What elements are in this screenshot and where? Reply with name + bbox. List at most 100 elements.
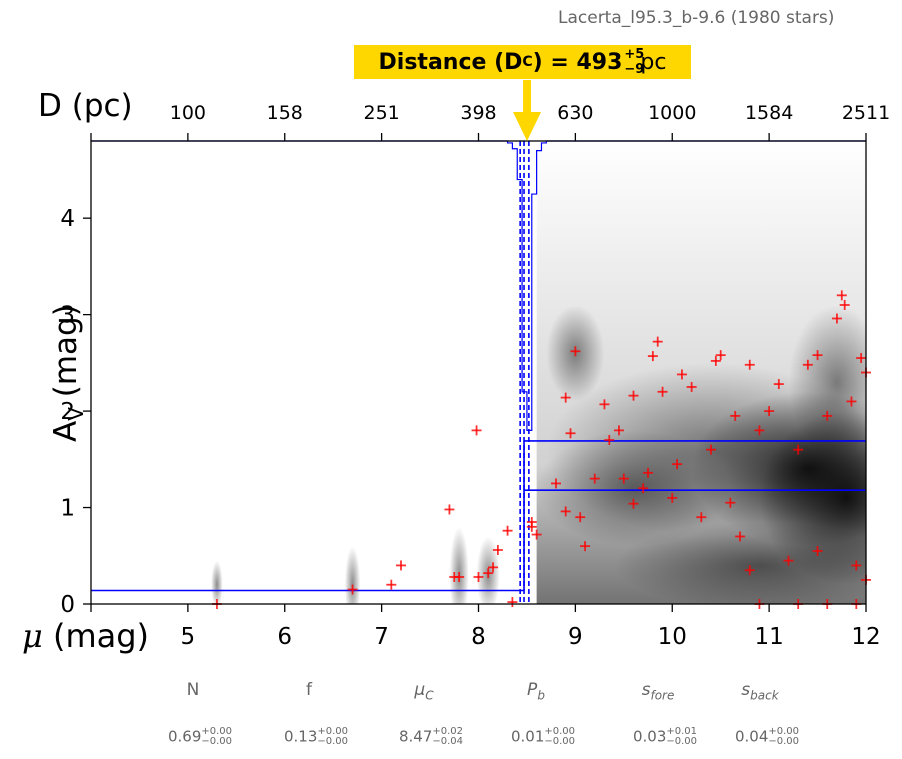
data-point bbox=[589, 473, 600, 484]
data-point bbox=[856, 353, 867, 364]
param-plus: +0.00 bbox=[201, 726, 233, 737]
top-tick-label: 2511 bbox=[842, 102, 890, 124]
data-point bbox=[560, 392, 571, 403]
top-tick-label: 1584 bbox=[745, 102, 793, 124]
top-tick-label: 158 bbox=[267, 102, 303, 124]
y-tick-label: 0 bbox=[60, 592, 75, 618]
param-subscript: C bbox=[425, 688, 434, 703]
data-point bbox=[647, 351, 658, 362]
y-tick-label: 2 bbox=[60, 399, 75, 425]
param-plus: +0.02 bbox=[432, 726, 464, 737]
data-point bbox=[643, 467, 654, 478]
data-point bbox=[846, 396, 857, 407]
top-axis-label: D (pc) bbox=[38, 88, 133, 124]
data-point bbox=[686, 381, 697, 392]
data-point bbox=[783, 555, 794, 566]
param-value: 0.13 +0.00 −0.00 bbox=[261, 727, 371, 747]
data-point bbox=[613, 425, 624, 436]
data-point bbox=[839, 299, 850, 310]
param-errors: +0.00 −0.00 bbox=[544, 727, 575, 747]
top-tick-label: 1000 bbox=[648, 102, 696, 124]
distance-sub: C bbox=[522, 54, 533, 70]
param-minus: −0.00 bbox=[666, 736, 698, 747]
arrow-shaft bbox=[523, 80, 532, 114]
param-name: f bbox=[254, 680, 364, 700]
param-value: 8.47 +0.02 −0.04 bbox=[376, 727, 486, 747]
data-point bbox=[793, 444, 804, 455]
param-value-number: 0.03 bbox=[632, 727, 667, 746]
param-name: Pb bbox=[481, 680, 591, 702]
param-minus: −0.04 bbox=[432, 736, 464, 747]
data-point bbox=[672, 459, 683, 470]
data-point bbox=[454, 571, 465, 582]
param-value-number: 8.47 bbox=[398, 727, 433, 746]
data-point bbox=[715, 350, 726, 361]
data-point bbox=[744, 565, 755, 576]
param-value-number: 0.04 bbox=[734, 727, 769, 746]
data-point bbox=[386, 579, 397, 590]
param-subscript: b bbox=[537, 688, 545, 703]
param-symbol: μ bbox=[414, 680, 426, 700]
param-name: sfore bbox=[603, 680, 713, 702]
data-point bbox=[652, 336, 663, 347]
param-plus: +0.01 bbox=[666, 726, 698, 737]
distance-label: Distance (D bbox=[378, 49, 523, 75]
data-point bbox=[502, 525, 513, 536]
param-value-number: 0.69 bbox=[167, 727, 202, 746]
param-minus: −0.00 bbox=[201, 736, 233, 747]
data-point bbox=[851, 560, 862, 571]
data-point bbox=[570, 346, 581, 357]
data-point bbox=[638, 483, 649, 494]
param-name: N bbox=[138, 680, 248, 700]
param-symbol: N bbox=[186, 680, 200, 700]
param-symbol: s bbox=[741, 680, 751, 700]
data-point bbox=[628, 498, 639, 509]
data-point bbox=[580, 541, 591, 552]
data-points bbox=[211, 290, 871, 609]
distance-arrow bbox=[513, 80, 542, 141]
data-point bbox=[667, 492, 678, 503]
data-point bbox=[396, 560, 406, 571]
data-point bbox=[483, 568, 494, 579]
data-point bbox=[551, 478, 561, 489]
distance-plus: +5 bbox=[624, 47, 645, 62]
distance-unit: pc bbox=[640, 49, 667, 75]
data-point bbox=[744, 359, 755, 370]
param-plus: +0.00 bbox=[317, 726, 349, 737]
data-point bbox=[531, 529, 542, 540]
param-name: μC bbox=[369, 680, 479, 702]
distance-minus: −9 bbox=[624, 62, 645, 77]
x-tick-label: 12 bbox=[851, 624, 880, 650]
param-symbol: P bbox=[527, 680, 538, 700]
data-point bbox=[725, 497, 736, 508]
data-point bbox=[730, 410, 741, 421]
data-point bbox=[444, 504, 455, 515]
data-point bbox=[618, 473, 629, 484]
data-point bbox=[604, 435, 615, 446]
x-axis-label: μ (mag) bbox=[22, 617, 150, 655]
data-point bbox=[773, 379, 784, 390]
density-blob bbox=[788, 305, 866, 460]
top-tick-label: 398 bbox=[460, 102, 496, 124]
data-point bbox=[676, 369, 687, 380]
x-tick-label: 11 bbox=[754, 624, 783, 650]
param-name: sback bbox=[705, 680, 815, 702]
x-tick-label: 7 bbox=[374, 624, 389, 650]
param-value: 0.04 +0.00 −0.00 bbox=[712, 727, 822, 747]
y-tick-label: 4 bbox=[60, 206, 75, 232]
x-axis-mu: μ bbox=[22, 617, 43, 655]
data-point bbox=[802, 359, 813, 370]
data-point bbox=[836, 290, 847, 301]
data-point bbox=[764, 406, 775, 417]
distance-banner: Distance (D C) = 493 +5 −9 pc bbox=[354, 45, 691, 79]
param-errors: +0.01 −0.00 bbox=[666, 727, 697, 747]
data-point bbox=[628, 390, 639, 401]
param-symbol: s bbox=[641, 680, 651, 700]
y-tick-label: 3 bbox=[60, 303, 75, 329]
param-plus: +0.00 bbox=[768, 726, 800, 737]
data-point bbox=[754, 425, 765, 436]
data-point bbox=[812, 350, 823, 361]
x-tick-label: 5 bbox=[181, 624, 196, 650]
